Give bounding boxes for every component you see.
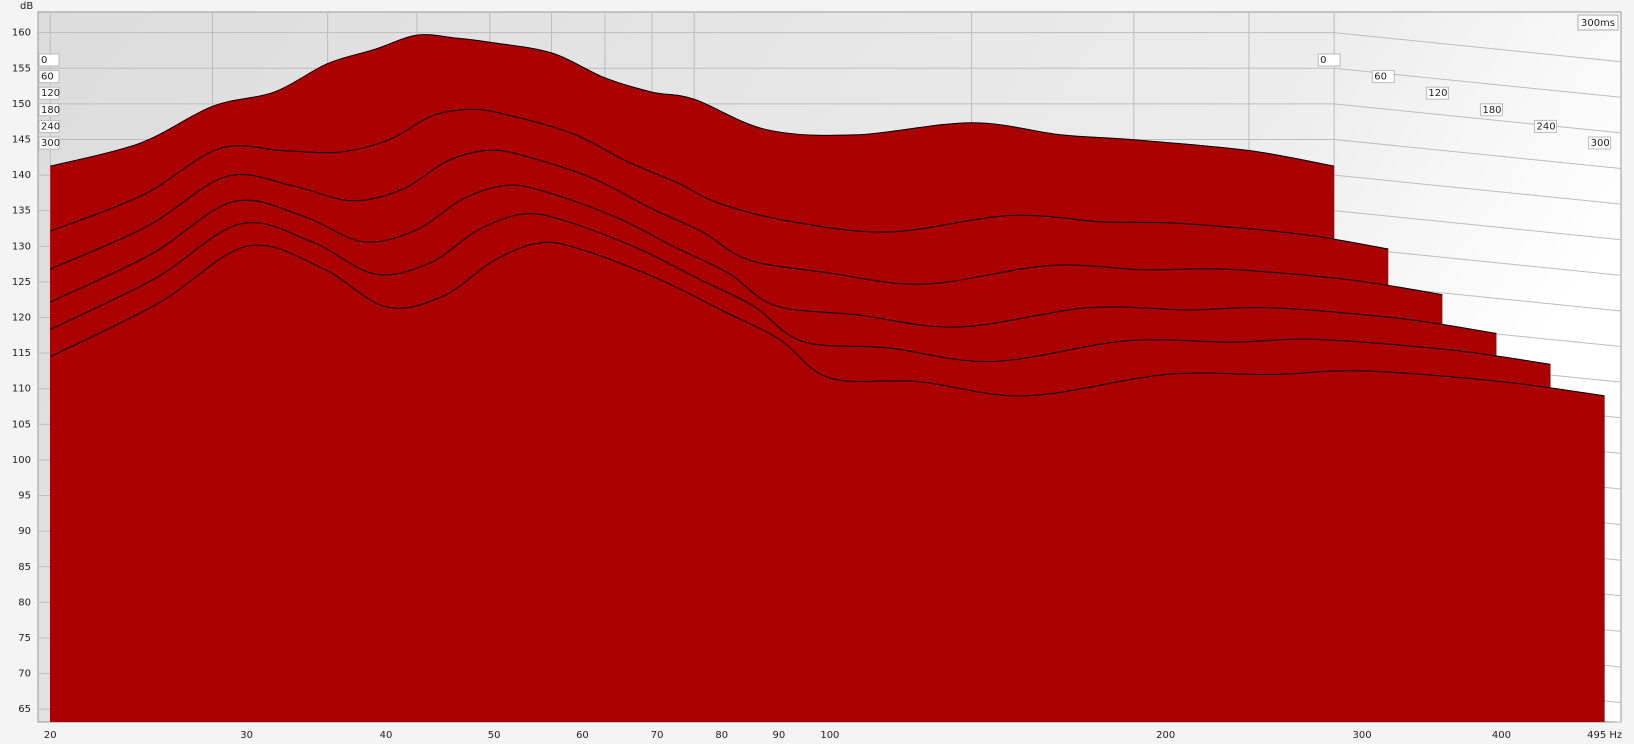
y-tick-label: 120: [12, 313, 31, 324]
y-tick-label: 145: [12, 134, 31, 145]
y-tick-label: 70: [18, 669, 31, 680]
y-tick-label: 155: [12, 63, 31, 74]
x-tick-label: 40: [380, 730, 393, 741]
y-axis-label: dB: [20, 1, 33, 12]
x-tick-label: 400: [1492, 730, 1511, 741]
y-tick-label: 95: [18, 491, 31, 502]
time-tag: 240: [41, 121, 60, 132]
time-tag-box: [1317, 53, 1341, 67]
x-tick-label: 50: [488, 730, 501, 741]
y-tick-label: 110: [12, 384, 31, 395]
x-tick-label: 80: [715, 730, 728, 741]
x-tick-label: 70: [651, 730, 664, 741]
y-tick-label: 150: [12, 99, 31, 110]
time-tag-box: [38, 86, 60, 100]
slice-line: [50, 149, 1443, 296]
time-tag: 0: [1320, 55, 1326, 66]
y-tick-label: 140: [12, 170, 31, 181]
slice-line: [50, 34, 1335, 167]
time-tag: 240: [1537, 121, 1556, 132]
y-tick-label: 160: [12, 28, 31, 39]
y-tick-label: 100: [12, 455, 31, 466]
x-tick-label: 300: [1353, 730, 1372, 741]
time-tag: 60: [1374, 72, 1387, 83]
time-tag: 120: [41, 88, 60, 99]
time-tag: 180: [41, 105, 60, 116]
y-tick-label: 85: [18, 562, 31, 573]
time-label: 300ms: [1581, 18, 1615, 29]
x-tick-label: 495 Hz: [1587, 730, 1622, 741]
time-box: [1577, 14, 1619, 31]
time-tag-box: [1534, 119, 1558, 133]
slice-line: [50, 108, 1389, 250]
time-tag: 60: [41, 72, 54, 83]
slice-line: [50, 241, 1605, 397]
y-tick-label: 135: [12, 206, 31, 217]
time-tag: 300: [41, 138, 60, 149]
x-tick-label: 20: [44, 730, 57, 741]
y-tick-label: 105: [12, 419, 31, 430]
slice-area: [50, 242, 1605, 723]
time-tag-box: [1371, 70, 1395, 84]
time-tag: 300: [1591, 138, 1610, 149]
time-tag-box: [38, 119, 60, 133]
y-tick-label: 65: [18, 704, 31, 715]
x-tick-label: 30: [240, 730, 253, 741]
y-tick-label: 90: [18, 526, 31, 537]
time-tag-box: [38, 53, 60, 67]
time-tag-box: [1588, 136, 1612, 150]
x-tick-label: 100: [820, 730, 839, 741]
y-tick-label: 130: [12, 241, 31, 252]
time-tag-box: [38, 70, 60, 84]
time-tag-box: [1479, 103, 1503, 117]
x-tick-label: 200: [1156, 730, 1175, 741]
y-tick-label: 115: [12, 348, 31, 359]
time-tag: 180: [1482, 105, 1501, 116]
y-tick-label: 125: [12, 277, 31, 288]
slice-line: [50, 213, 1551, 365]
y-tick-label: 80: [18, 597, 31, 608]
time-tag-box: [38, 103, 60, 117]
x-tick-label: 90: [772, 730, 785, 741]
time-tag: 120: [1428, 88, 1447, 99]
y-tick-label: 75: [18, 633, 31, 644]
time-tag: 0: [41, 55, 47, 66]
slice-line: [50, 184, 1497, 334]
time-tag-box: [1425, 86, 1449, 100]
time-tag-box: [38, 136, 60, 150]
x-tick-label: 60: [576, 730, 589, 741]
